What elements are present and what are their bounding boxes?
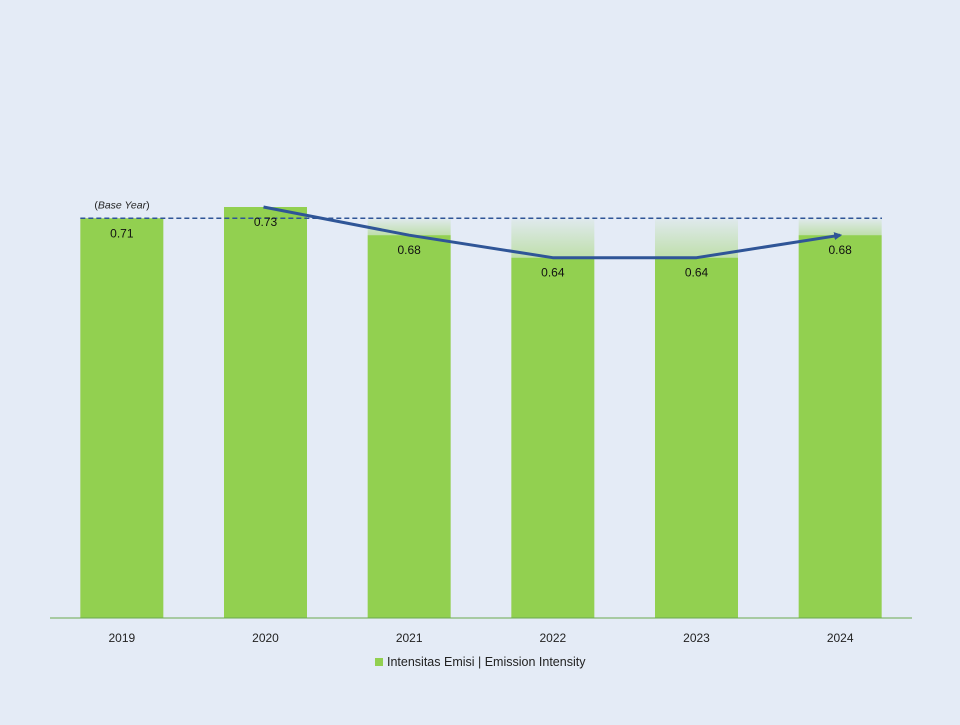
- data-label-2023: 0.64: [685, 266, 709, 280]
- bar-2022: [511, 257, 595, 618]
- data-label-2020: 0.73: [254, 215, 278, 229]
- data-label-2021: 0.68: [397, 243, 421, 257]
- x-tick-label-2020: 2020: [252, 631, 279, 645]
- bar-2019: [80, 218, 164, 619]
- reduction-gap-2023: [655, 218, 738, 258]
- bar-2021: [367, 235, 451, 618]
- trend-line: [263, 205, 843, 260]
- bar-layer: [80, 207, 882, 619]
- x-tick-label-2024: 2024: [827, 631, 854, 645]
- baseline-layer: (Base Year): [80, 199, 882, 220]
- data-label-2022: 0.64: [541, 266, 565, 280]
- x-tick-label-2019: 2019: [108, 631, 135, 645]
- trend-layer: [263, 205, 843, 260]
- reduction-gap-2022: [511, 218, 595, 258]
- reduction-gap-2024: [798, 218, 882, 236]
- bar-2023: [655, 257, 738, 618]
- legend-swatch: [375, 658, 383, 666]
- legend-label: Intensitas Emisi | Emission Intensity: [387, 655, 586, 669]
- base-year-label: (Base Year): [94, 199, 149, 211]
- label-layer: 0.71 0.73 0.68 0.64 0.64 0.68: [110, 215, 852, 280]
- x-tick-label-2022: 2022: [539, 631, 566, 645]
- legend: Intensitas Emisi | Emission Intensity: [375, 655, 586, 669]
- data-label-2019: 0.71: [110, 226, 134, 240]
- bar-2020: [224, 207, 307, 618]
- axis-layer: 2019 2020 2021 2022 2023 2024: [50, 617, 912, 645]
- data-label-2024: 0.68: [828, 243, 852, 257]
- reduction-gap-2021: [367, 218, 451, 236]
- bar-2024: [798, 235, 882, 618]
- x-tick-label-2023: 2023: [683, 631, 710, 645]
- x-tick-label-2021: 2021: [396, 631, 423, 645]
